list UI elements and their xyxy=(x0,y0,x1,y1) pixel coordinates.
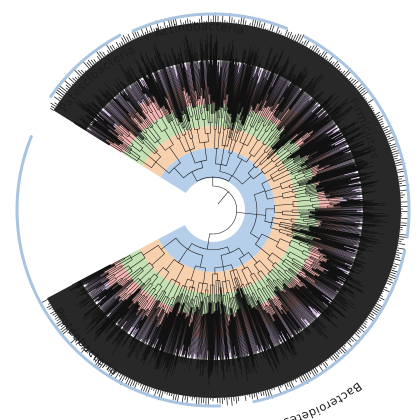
clade-arc-5 xyxy=(15,135,222,408)
clade-arc-2 xyxy=(131,12,288,33)
color-band-ring-1 xyxy=(158,148,276,273)
tree-leaf-tips xyxy=(39,12,411,408)
clade-arc-1 xyxy=(49,33,122,98)
clade-arc-3 xyxy=(303,35,411,239)
tree-gap-wedge xyxy=(8,113,192,239)
color-band-rings xyxy=(82,62,361,359)
tree-branches xyxy=(8,12,411,408)
clade-arc-4 xyxy=(252,249,407,404)
tree-branch-paths xyxy=(69,33,389,386)
clade-arcs xyxy=(15,12,411,408)
